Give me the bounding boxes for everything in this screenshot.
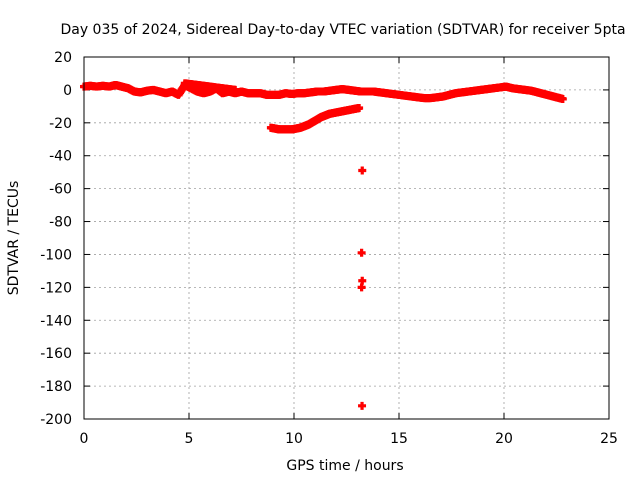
data-point	[358, 166, 367, 175]
axis-ticks: 0 5 10 15 20 25 20 0 -20 -40 -60 -80 -100 -120 -140 -16…	[40, 50, 618, 447]
data-point	[357, 248, 366, 257]
y-tick-label: -200	[40, 412, 72, 428]
data-points	[80, 79, 567, 410]
x-tick-label: 20	[495, 431, 513, 447]
plot-frame	[83, 56, 610, 420]
y-tick-label: -40	[49, 149, 72, 165]
y-tick-label: -100	[40, 247, 72, 263]
data-point	[558, 94, 567, 103]
y-tick-label: -180	[40, 379, 72, 395]
y-tick-label: -140	[40, 313, 72, 329]
y-axis-label: SDTVAR / TECUs	[6, 181, 22, 296]
y-tick-label: 0	[63, 83, 72, 99]
data-point	[355, 104, 364, 113]
y-tick-label: -20	[49, 116, 72, 132]
y-tick-label: 20	[54, 50, 72, 66]
grid-lines	[84, 57, 609, 419]
y-tick-label: -160	[40, 346, 72, 362]
x-tick-label: 0	[80, 431, 89, 447]
y-tick-label: -120	[40, 280, 72, 296]
data-point	[358, 401, 367, 410]
chart-title: Day 035 of 2024, Sidereal Day-to-day VTE…	[60, 22, 625, 38]
x-axis-label: GPS time / hours	[286, 458, 403, 474]
data-point	[358, 276, 367, 285]
y-tick-label: -60	[49, 182, 72, 198]
x-tick-label: 10	[285, 431, 303, 447]
data-point	[231, 85, 240, 94]
x-tick-label: 5	[185, 431, 194, 447]
x-tick-label: 15	[390, 431, 408, 447]
x-tick-label: 25	[600, 431, 618, 447]
data-point	[357, 283, 366, 292]
y-tick-label: -80	[49, 215, 72, 231]
